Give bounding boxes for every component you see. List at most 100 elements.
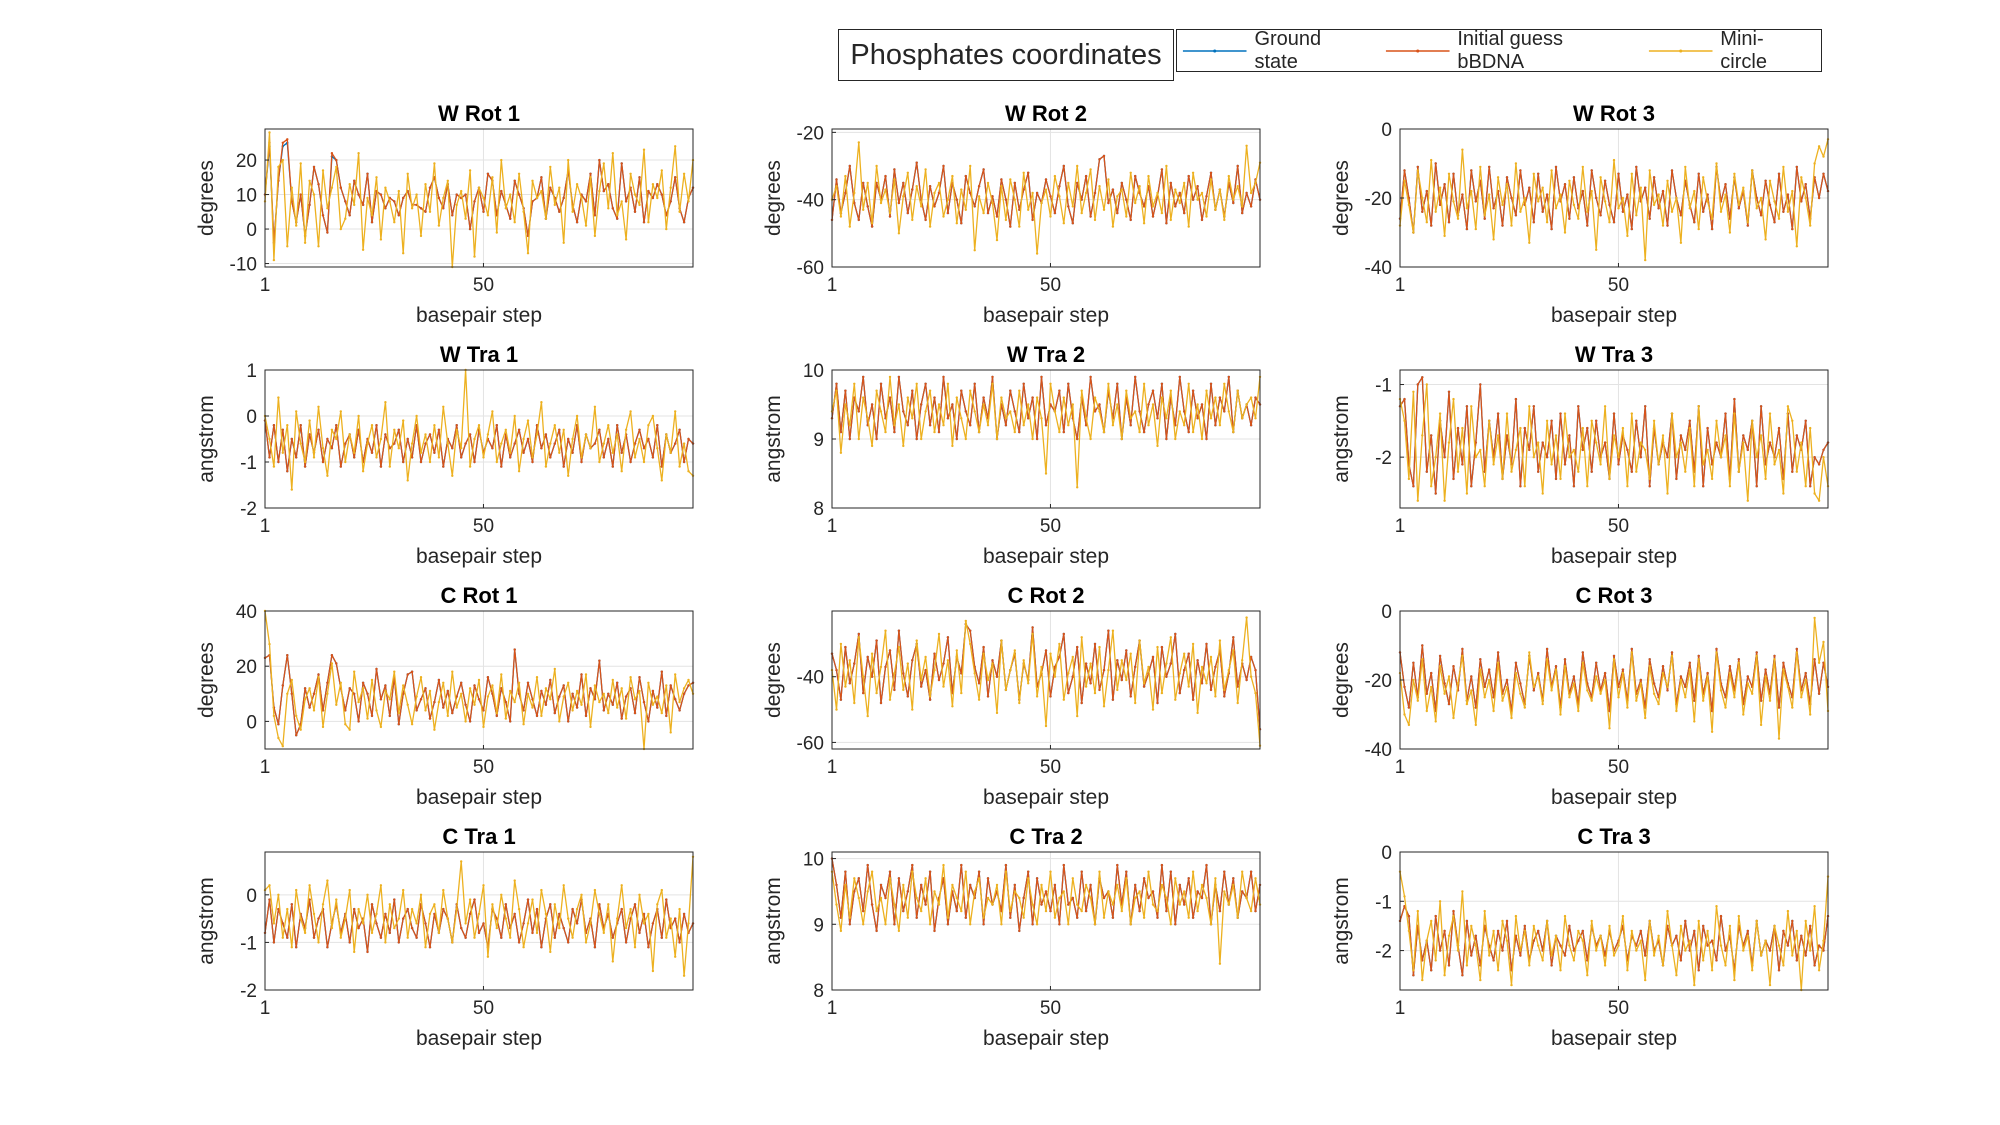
data-point [1550, 227, 1553, 231]
data-point [870, 222, 874, 225]
data-point [1751, 169, 1754, 172]
data-point [1728, 665, 1732, 668]
data-point [1245, 191, 1248, 195]
data-point [571, 907, 574, 911]
data-point [562, 695, 565, 698]
data-point [1568, 179, 1571, 182]
data-point [920, 403, 923, 406]
data-point [1688, 419, 1692, 422]
data-point [1191, 389, 1195, 392]
data-point [1737, 470, 1741, 473]
data-point [286, 245, 289, 248]
data-point [1492, 207, 1495, 210]
data-point [433, 728, 436, 731]
data-point [553, 203, 556, 207]
data-point [906, 424, 909, 427]
data-point [1084, 424, 1088, 427]
data-point [1102, 430, 1106, 434]
data-point [433, 162, 436, 165]
data-point [1541, 441, 1544, 444]
data-point [660, 888, 663, 892]
data-point [1488, 678, 1491, 682]
data-point [1218, 909, 1222, 913]
data-point [1577, 405, 1580, 408]
data-point [384, 689, 387, 693]
data-point [1666, 224, 1669, 227]
data-point [1630, 227, 1634, 231]
data-point [942, 662, 945, 665]
data-point [1138, 185, 1141, 188]
data-point [370, 221, 374, 224]
data-point [1800, 934, 1803, 937]
data-point [312, 692, 316, 695]
data-point [1702, 924, 1705, 928]
data-point [1084, 174, 1088, 178]
data-point [321, 460, 325, 464]
data-point [1675, 477, 1678, 481]
subplot-title: C Rot 3 [1576, 583, 1653, 608]
data-point [1795, 245, 1799, 248]
data-point [1532, 685, 1536, 689]
data-point [535, 196, 539, 200]
data-point [1688, 426, 1692, 430]
data-point [629, 410, 632, 413]
data-point [1227, 668, 1231, 672]
data-point [866, 181, 869, 185]
data-point [620, 451, 623, 454]
data-point [1501, 477, 1504, 481]
data-point [1403, 419, 1406, 422]
data-point [1196, 909, 1199, 913]
data-point [879, 410, 883, 413]
data-point [486, 955, 490, 958]
data-point [1236, 685, 1239, 688]
x-tick-label: 1 [1395, 757, 1406, 778]
data-point [1232, 649, 1235, 652]
data-point [1617, 456, 1620, 459]
data-point [674, 410, 677, 413]
data-point [1035, 877, 1039, 880]
data-point [575, 907, 579, 911]
data-point [424, 687, 427, 690]
data-point [1648, 658, 1651, 661]
data-point [678, 709, 681, 712]
data-point [1554, 207, 1558, 210]
data-point [571, 437, 574, 441]
data-point [1412, 390, 1415, 393]
data-point [1254, 909, 1257, 913]
data-point [1452, 200, 1455, 203]
data-point [884, 923, 887, 926]
data-point [879, 665, 883, 669]
data-point [1492, 238, 1495, 241]
data-point [1501, 919, 1504, 923]
data-point [642, 922, 646, 925]
x-tick-label: 1 [1395, 516, 1406, 537]
data-point [1737, 658, 1741, 661]
data-point [549, 456, 552, 459]
plot-area [265, 129, 693, 267]
data-point [665, 433, 668, 436]
data-point [286, 654, 289, 657]
y-tick-label: -40 [797, 668, 824, 689]
data-point [1710, 227, 1714, 231]
data-point [1795, 165, 1799, 169]
data-point [1156, 701, 1159, 705]
data-point [660, 465, 663, 468]
data-point [1147, 174, 1150, 178]
data-point [1644, 448, 1647, 452]
data-point [593, 405, 597, 408]
data-point [1572, 203, 1576, 207]
data-point [1102, 705, 1106, 708]
data-point [839, 451, 843, 454]
data-point [584, 224, 588, 227]
data-point [853, 877, 856, 880]
data-point [1764, 939, 1767, 942]
data-point [437, 196, 441, 200]
data-point [1169, 662, 1173, 665]
data-point [1599, 692, 1602, 695]
data-point [1223, 890, 1226, 893]
data-point [433, 912, 436, 916]
data-point [853, 701, 856, 705]
data-point [353, 950, 356, 954]
